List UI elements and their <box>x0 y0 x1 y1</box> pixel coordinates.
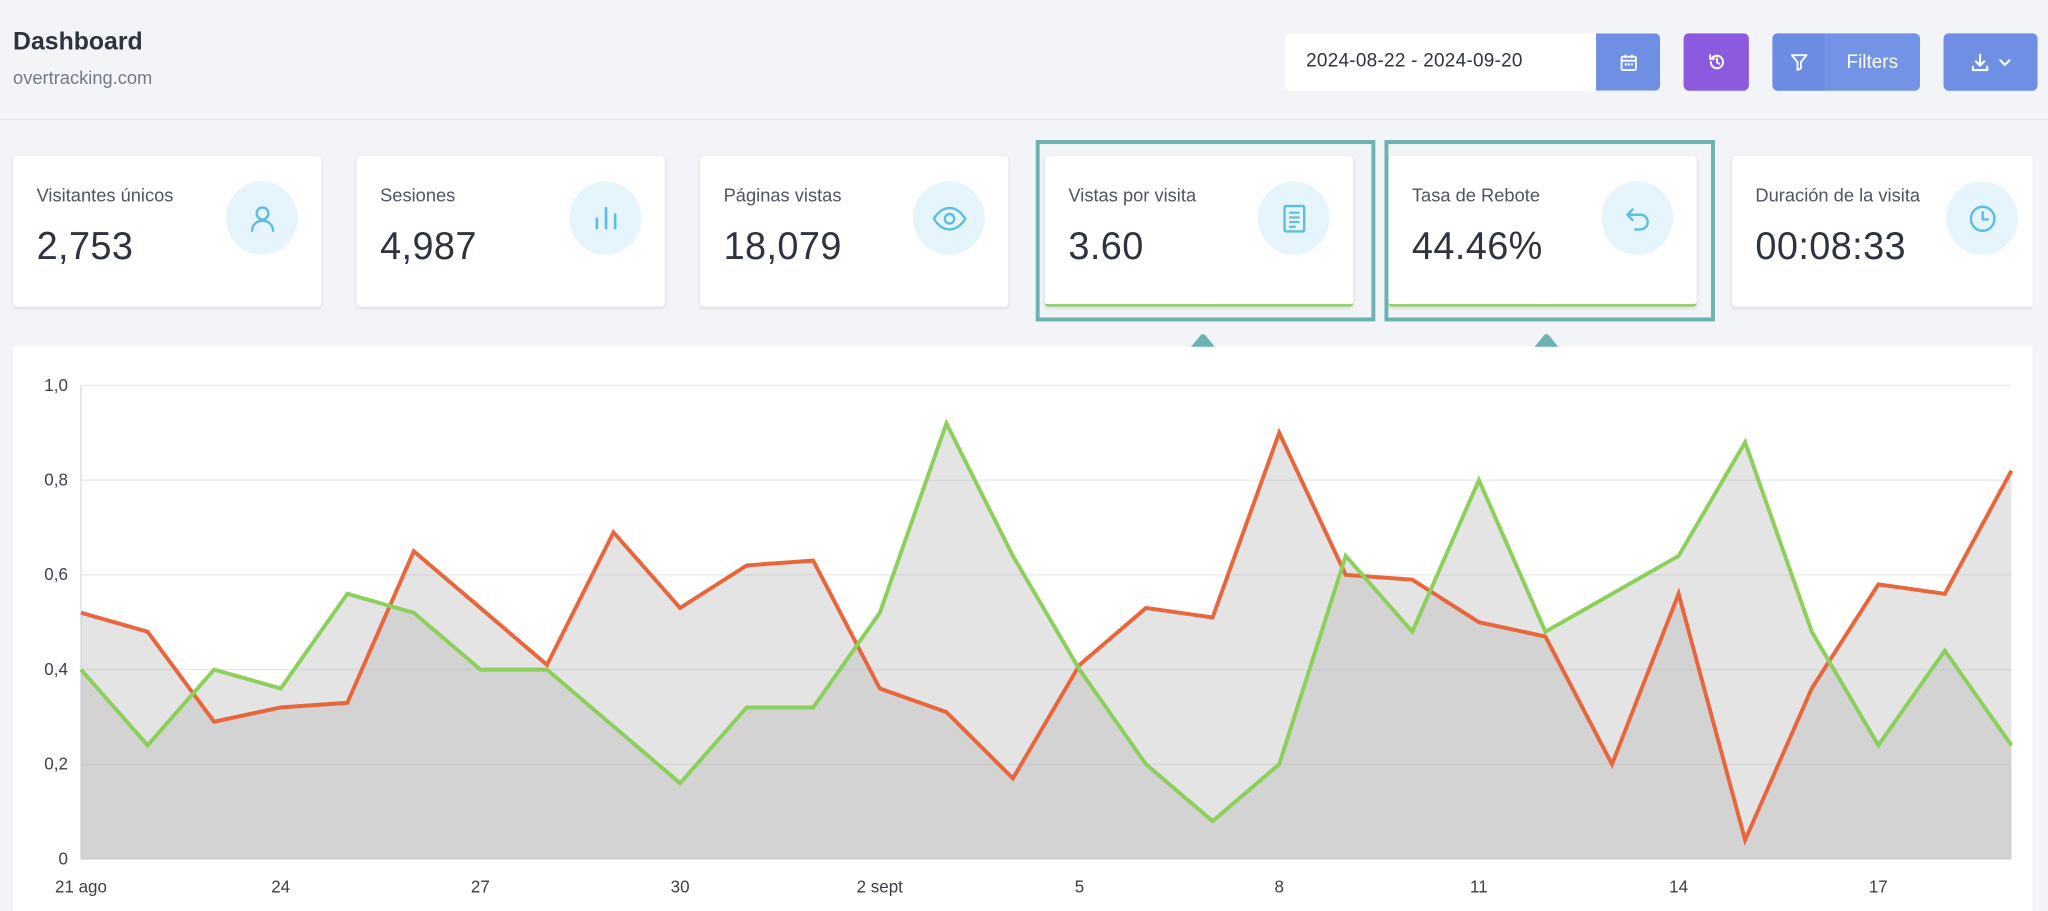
kpi-card-unique-visitors[interactable]: Visitantes únicos 2,753 <box>13 156 322 307</box>
kpi-card-page-views[interactable]: Páginas vistas 18,079 <box>700 156 1009 307</box>
y-tick-label: 0,8 <box>44 469 68 489</box>
kpi-icon-badge <box>1946 181 2018 255</box>
chevron-down-icon <box>1999 58 2011 66</box>
x-tick-label: 11 <box>1470 876 1488 896</box>
kpi-value: 44.46% <box>1411 225 1543 269</box>
document-icon <box>1282 204 1305 232</box>
kpi-label: Duración de la visita <box>1755 184 1921 206</box>
series-line-1[interactable] <box>79 418 2014 824</box>
kpi-label: Tasa de Rebote <box>1411 184 1541 206</box>
kpi-label: Vistas por visita <box>1068 184 1197 206</box>
kpi-icon-badge <box>1601 181 1674 255</box>
x-tick-label: 5 <box>1075 876 1084 896</box>
clock-icon <box>1969 204 1995 232</box>
kpi-value: 2,753 <box>36 225 134 269</box>
area-chart: 0 0,2 0,4 0,6 0,8 1,0 21 ago 24 27 30 2 sept 5 8 11 1… <box>44 375 2014 896</box>
kpi-icon-badge <box>225 181 298 255</box>
x-tick-label: 30 <box>671 876 690 896</box>
kpi-card-bounce-rate[interactable]: Tasa de Rebote 44.46% <box>1388 156 1697 307</box>
highlight-box-views-per-visit <box>1035 140 1376 322</box>
filter-icon-holder <box>1772 33 1825 91</box>
history-button[interactable] <box>1683 33 1749 91</box>
date-range-picker[interactable]: 2024-08-22 - 2024-09-20 <box>1285 33 1661 91</box>
x-tick-label: 24 <box>271 876 290 896</box>
user-icon <box>250 205 274 232</box>
undo-icon <box>1625 207 1649 230</box>
y-tick-label: 0 <box>58 848 67 868</box>
kpi-value: 4,987 <box>380 225 477 269</box>
page-edge <box>2032 120 2048 911</box>
kpi-value: 00:08:33 <box>1755 225 1907 269</box>
page-title: Dashboard <box>13 28 143 57</box>
kpi-label: Visitantes únicos <box>36 184 174 206</box>
kpi-label: Sesiones <box>380 184 456 206</box>
series-area-1 <box>80 423 2012 859</box>
kpi-icon-badge <box>1257 181 1330 255</box>
y-tick-label: 1,0 <box>44 375 68 395</box>
filters-button[interactable]: Filters <box>1772 33 1920 91</box>
header: Dashboard overtracking.com 2024-08-22 - … <box>0 0 2048 121</box>
kpi-icon-badge <box>912 181 985 255</box>
history-icon <box>1708 54 1724 70</box>
x-tick-label: 27 <box>471 876 490 896</box>
download-icon <box>1971 52 1989 71</box>
kpi-card-views-per-visit[interactable]: Vistas por visita 3.60 <box>1044 156 1354 307</box>
kpi-value: 3.60 <box>1068 225 1144 269</box>
x-tick-label: 14 <box>1669 876 1688 896</box>
chart-panel: 0 0,2 0,4 0,6 0,8 1,0 21 ago 24 27 30 2 sept 5 8 11 1… <box>13 346 2048 911</box>
x-tick-label: 2 sept <box>857 876 903 896</box>
date-range-text[interactable]: 2024-08-22 - 2024-09-20 <box>1306 50 1523 73</box>
site-domain: overtracking.com <box>13 66 153 89</box>
download-button[interactable] <box>1943 33 2038 91</box>
y-tick-label: 0,6 <box>44 564 68 584</box>
kpi-card-visit-duration[interactable]: Duración de la visita 00:08:33 <box>1731 156 2048 307</box>
eye-icon <box>932 206 966 230</box>
filters-label: Filters <box>1846 51 1899 73</box>
calendar-icon <box>1619 54 1637 71</box>
x-tick-label: 21 ago <box>55 876 107 896</box>
bar-chart-icon <box>594 206 616 229</box>
highlight-box-bounce-rate <box>1384 140 1715 322</box>
funnel-icon <box>1790 54 1807 72</box>
x-tick-label: 17 <box>1869 876 1888 896</box>
kpi-label: Páginas vistas <box>723 184 842 206</box>
kpi-card-sessions[interactable]: Sesiones 4,987 <box>356 156 665 307</box>
series-area-0 <box>80 432 2012 859</box>
x-tick-label: 8 <box>1274 876 1283 896</box>
y-tick-label: 0,2 <box>44 753 68 773</box>
kpi-icon-badge <box>569 181 642 255</box>
calendar-button[interactable] <box>1596 33 1661 91</box>
kpi-value: 18,079 <box>723 225 842 269</box>
series-line-0[interactable] <box>80 427 2014 846</box>
y-tick-label: 0,4 <box>44 659 68 679</box>
